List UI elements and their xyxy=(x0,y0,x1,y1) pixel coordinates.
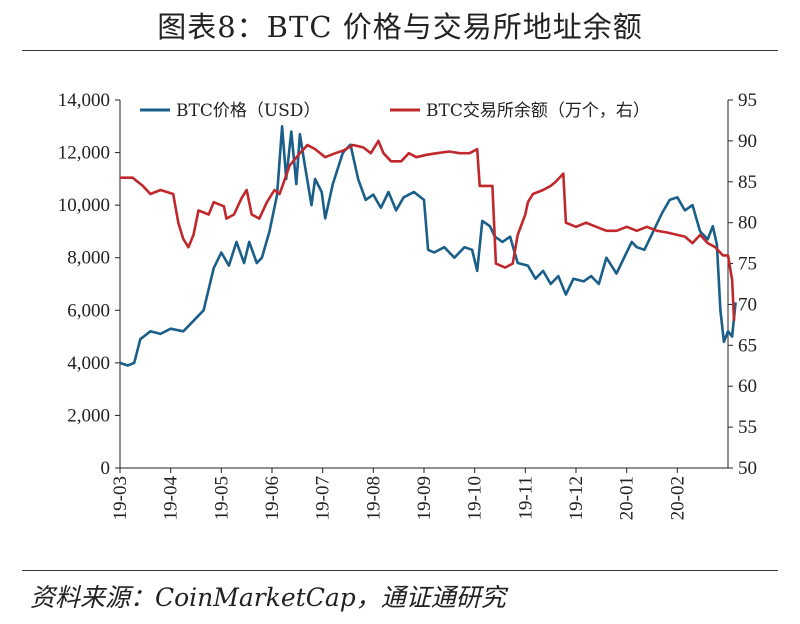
y-right-tick-label: 95 xyxy=(738,90,757,111)
y-left-tick-label: 10,000 xyxy=(58,195,110,216)
series-lines xyxy=(119,125,737,367)
legend-label-price: BTC价格（USD） xyxy=(176,101,320,121)
y-left-tick-label: 14,000 xyxy=(58,90,110,111)
y-left-tick-label: 12,000 xyxy=(58,143,110,164)
y-right-tick-label: 60 xyxy=(738,376,757,397)
y-right-tick-label: 80 xyxy=(738,213,757,234)
x-tick-label: 19-08 xyxy=(363,476,384,520)
y-left-tick-label: 8,000 xyxy=(67,248,110,269)
exchange-balance-line xyxy=(120,139,736,321)
x-tick-label: 20-02 xyxy=(667,476,688,520)
x-tick-label: 19-04 xyxy=(161,476,182,521)
y-right-tick-label: 75 xyxy=(738,254,757,275)
x-tick-label: 19-07 xyxy=(313,476,334,520)
x-tick-label: 19-03 xyxy=(110,476,131,520)
x-tick-label: 20-01 xyxy=(617,476,638,520)
y-left-tick-label: 4,000 xyxy=(67,353,110,374)
y-right-tick-label: 70 xyxy=(738,294,757,315)
y-left-tick-label: 6,000 xyxy=(67,300,110,321)
y-right-tick-label: 90 xyxy=(738,131,757,152)
x-tick-label: 19-09 xyxy=(414,476,435,520)
x-tick-label: 19-05 xyxy=(211,476,232,520)
legend: BTC价格（USD） BTC交易所余额（万个，右） xyxy=(140,101,650,121)
y-right-tick-label: 65 xyxy=(738,335,757,356)
source-note: 资料来源：CoinMarketCap，通证通研究 xyxy=(30,583,506,612)
y-left-tick-label: 0 xyxy=(101,458,111,479)
y-left-tick-label: 2,000 xyxy=(67,405,110,426)
y-right-tick-label: 55 xyxy=(738,417,757,438)
axes: 0 2,000 4,000 6,000 8,000 10,000 12,000 14,000 5… xyxy=(58,90,757,520)
y-right-tick-label: 50 xyxy=(738,458,757,479)
dual-axis-line-chart: 0 2,000 4,000 6,000 8,000 10,000 12,000 14,000 5… xyxy=(58,90,757,520)
chart-title: 图表8：BTC 价格与交易所地址余额 xyxy=(157,10,643,44)
x-tick-label: 19-12 xyxy=(566,476,587,520)
title-rule xyxy=(22,50,778,51)
x-tick-label: 19-06 xyxy=(262,476,283,520)
x-tick-label: 19-10 xyxy=(465,476,486,520)
btc-price-line xyxy=(119,125,737,367)
legend-label-exchange: BTC交易所余额（万个，右） xyxy=(426,101,650,121)
x-tick-label: 19-11 xyxy=(515,476,536,520)
source-rule xyxy=(22,570,778,571)
y-right-tick-label: 85 xyxy=(738,172,757,193)
